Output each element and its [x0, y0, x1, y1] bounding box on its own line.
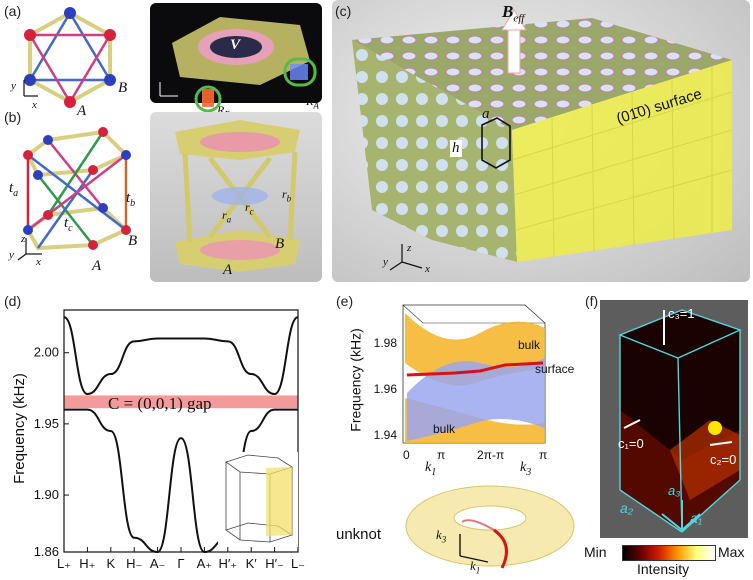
a1-label: a₁ — [690, 510, 703, 526]
unit-cell-render-art — [172, 17, 317, 113]
y-tick-label: 1.95 — [34, 416, 59, 431]
x-tick-label: H₊ — [79, 556, 95, 571]
intensity-map-art — [618, 309, 742, 533]
panel-c-label: (c) — [335, 3, 352, 19]
y-tick-label: 2.00 — [34, 345, 59, 360]
ra-render-label: ra — [222, 208, 232, 225]
lattice-a-label: a — [482, 106, 490, 122]
gap-label: C = (0,0,1) gap — [108, 394, 212, 413]
tc-label: tc — [64, 215, 73, 234]
panel-b-label: (b) — [4, 109, 22, 125]
colorbar-label: Intensity — [637, 561, 690, 577]
colorbar — [622, 545, 716, 561]
gap-band — [64, 395, 298, 409]
panel-a-axes — [23, 80, 38, 97]
tb-label: tb — [126, 190, 136, 209]
y-tick-label: 1.90 — [34, 487, 59, 502]
svg-text:1.98: 1.98 — [374, 336, 398, 350]
k1-axis-label: k1 — [425, 460, 437, 478]
axis-y: y — [11, 80, 16, 92]
axis-x-b: x — [36, 256, 41, 268]
beff-label: Beff — [502, 2, 525, 25]
axis-z-c: z — [407, 242, 412, 254]
k3-axis-label: k3 — [520, 460, 532, 478]
vertex-a-render: A — [223, 262, 233, 278]
svg-text:2π-π: 2π-π — [477, 448, 504, 462]
torus-k3-label: k3 — [436, 527, 447, 545]
panel-e-label: (e) — [336, 293, 354, 309]
axis-y-b: y — [9, 249, 14, 261]
x-tick-label: A₊ — [197, 556, 213, 571]
ra-label: RA — [306, 94, 319, 111]
y-tick-label: 1.86 — [34, 544, 59, 559]
c3-label: c₃=1 — [668, 306, 695, 321]
rb-render-label: rb — [282, 187, 292, 204]
vertex-b-label: B — [118, 80, 128, 96]
chart-e-ylabel: Frequency (kHz) — [347, 328, 364, 432]
brillouin-zone-inset — [218, 452, 298, 547]
x-tick-label: K — [106, 556, 115, 571]
band-structure-chart: 1.86 1.90 1.95 2.00 L₊ H₊ K H₋ A₋ Γ A₊ H′₊ K′ H′₋ L₋ — [34, 309, 305, 571]
x-tick-label: L₋ — [291, 556, 305, 571]
a3-label: a₃ — [668, 483, 681, 498]
panel-b-axes — [17, 238, 42, 261]
svg-text:π: π — [539, 448, 547, 462]
c2-label: c₂=0 — [710, 452, 737, 467]
colorbar-max: Max — [718, 544, 745, 560]
x-tick-label: Γ — [177, 556, 184, 571]
bulk-bottom-label: bulk — [433, 422, 456, 436]
x-tick-label: H′₋ — [265, 556, 284, 571]
panel-a-lattice — [24, 7, 116, 108]
band-line-2 — [64, 408, 298, 554]
torus-unknot — [405, 485, 575, 569]
ta-label: ta — [9, 180, 19, 199]
torus-k1-label: k1 — [470, 558, 481, 576]
rc-render-label: rc — [245, 200, 254, 217]
panel-b-lattice — [23, 127, 131, 251]
c1-label: c₁=0 — [618, 436, 644, 451]
a2-label: a₂ — [620, 500, 634, 516]
x-tick-label: H₋ — [126, 556, 142, 571]
panel-d-label: (d) — [4, 293, 22, 309]
x-tick-label: K′ — [246, 556, 258, 571]
x-tick-label: A₋ — [150, 556, 166, 571]
panel-f-label: (f) — [585, 293, 599, 309]
svg-text:0: 0 — [403, 448, 410, 462]
band-line-1 — [63, 316, 299, 395]
svg-text:1.96: 1.96 — [374, 382, 398, 396]
axis-y-c: y — [383, 256, 388, 268]
axis-x-c: x — [425, 263, 430, 275]
bulk-top-label: bulk — [518, 338, 541, 352]
unknot-label: unknot — [336, 526, 382, 543]
vertex-a-label-2: A — [92, 258, 102, 274]
axis-x: x — [32, 99, 37, 111]
resonator-render-art — [175, 120, 300, 272]
vertex-b-render: B — [275, 236, 285, 252]
volume-label: V — [230, 37, 241, 53]
surface-band-label: surface — [535, 362, 575, 376]
svg-text:1.94: 1.94 — [374, 428, 398, 442]
svg-text:π: π — [437, 448, 445, 462]
axis-z-b: z — [21, 233, 26, 245]
x-tick-label: L₊ — [57, 556, 71, 571]
crystal-render-art — [352, 9, 733, 271]
panel-a-label: (a) — [4, 3, 22, 19]
colorbar-min: Min — [584, 544, 607, 560]
surface-band-chart: 1.98 1.96 1.94 0 π 2π-π π — [374, 304, 547, 462]
lattice-h-label: h — [450, 140, 462, 157]
render-axes-a — [159, 82, 178, 97]
x-tick-label: H′₊ — [218, 556, 237, 571]
vertex-b-label-2: B — [128, 233, 138, 249]
vertex-a-label: A — [77, 103, 87, 119]
